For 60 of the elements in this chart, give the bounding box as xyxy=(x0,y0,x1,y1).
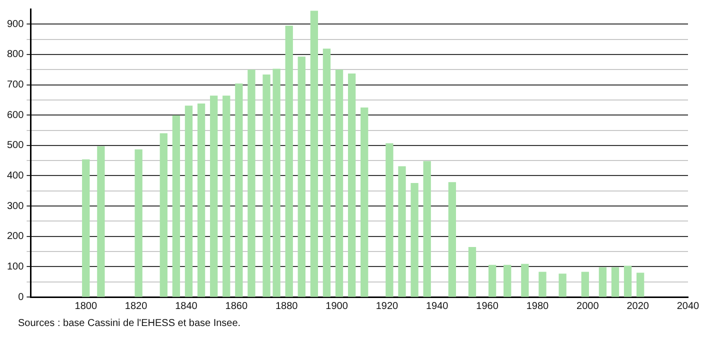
bar xyxy=(262,74,270,297)
y-tick-label: 800 xyxy=(6,49,24,60)
bar xyxy=(285,26,293,297)
bar xyxy=(636,272,644,297)
bar xyxy=(360,108,368,297)
x-tick-label: 1820 xyxy=(124,300,148,312)
bar xyxy=(348,74,356,297)
bar xyxy=(97,146,105,297)
bar xyxy=(298,56,306,297)
bar xyxy=(210,96,218,297)
y-tick-label: 500 xyxy=(6,140,24,152)
bar xyxy=(448,182,456,297)
x-tick-label: 1980 xyxy=(526,300,550,312)
bar xyxy=(335,70,344,297)
x-tick-label: 1860 xyxy=(225,300,248,312)
x-tick-label: 2000 xyxy=(576,300,600,312)
bar xyxy=(160,133,168,297)
bar xyxy=(398,166,406,297)
bar xyxy=(386,143,394,297)
y-tick-label: 900 xyxy=(6,18,24,30)
bar xyxy=(504,264,512,297)
x-tick-label: 1800 xyxy=(74,300,98,312)
bar xyxy=(222,96,230,297)
x-tick-label: 2040 xyxy=(676,300,700,312)
x-tick-label: 1880 xyxy=(275,300,298,312)
bar xyxy=(423,161,431,297)
x-tick-label: 2020 xyxy=(626,300,650,312)
bar xyxy=(322,48,331,297)
bar xyxy=(184,106,193,297)
x-tick-label: 1900 xyxy=(326,300,348,312)
bar xyxy=(624,266,632,297)
x-tick-label: 1940 xyxy=(426,300,449,312)
bar xyxy=(235,84,243,297)
bar xyxy=(310,10,318,297)
bar xyxy=(410,182,418,297)
bar xyxy=(134,149,142,297)
x-tick-label: 1960 xyxy=(476,300,499,312)
bar xyxy=(598,267,607,297)
y-tick-label: 0 xyxy=(18,292,24,303)
bar xyxy=(488,264,496,297)
bar xyxy=(468,246,476,297)
x-tick-label: 1840 xyxy=(175,300,198,312)
y-tick-label: 300 xyxy=(6,200,24,212)
y-tick-label: 400 xyxy=(6,170,24,182)
bar xyxy=(521,264,529,297)
bar xyxy=(82,159,90,297)
y-tick-label: 200 xyxy=(6,231,24,242)
bar xyxy=(272,68,280,297)
bar xyxy=(248,70,256,297)
bar xyxy=(558,274,566,297)
bar xyxy=(611,267,620,297)
bar xyxy=(538,272,546,297)
source-note: Sources : base Cassini de l'EHESS et base Insee. xyxy=(18,318,241,329)
bar xyxy=(172,115,180,297)
bar xyxy=(581,272,589,297)
bar xyxy=(197,104,206,297)
y-tick-label: 100 xyxy=(6,261,24,272)
y-tick-label: 700 xyxy=(6,80,24,91)
y-tick-label: 600 xyxy=(6,110,24,121)
x-tick-label: 1920 xyxy=(376,300,398,312)
